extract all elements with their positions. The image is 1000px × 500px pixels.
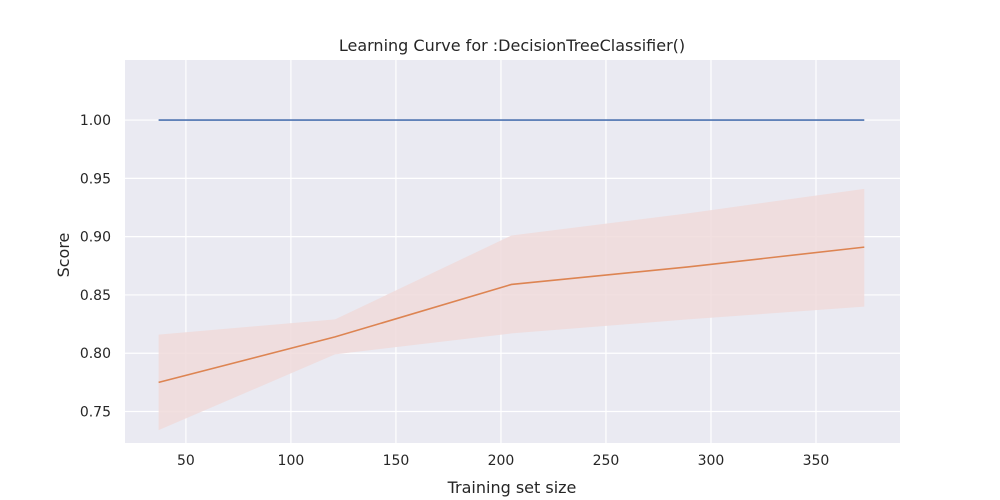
y-tick-label: 0.75 xyxy=(80,405,111,421)
x-tick-label: 50 xyxy=(177,453,195,469)
y-axis-label: Score xyxy=(54,233,73,278)
series-1-band xyxy=(158,188,865,431)
x-tick-label: 350 xyxy=(803,453,830,469)
y-tick-label: 0.95 xyxy=(80,171,111,187)
x-tick-label: 200 xyxy=(488,453,515,469)
x-tick-label: 300 xyxy=(698,453,725,469)
y-tick-label: 0.80 xyxy=(80,346,111,362)
series-1-line xyxy=(158,246,865,384)
tick-labels: 50 100 150 200 250 300 350 0.75 0.80 0.85 0.90 0.95… xyxy=(80,113,830,469)
confidence-bands xyxy=(158,188,865,431)
y-tick-label: 1.00 xyxy=(80,113,111,129)
x-axis-label: Training set size xyxy=(447,478,577,497)
x-tick-label: 150 xyxy=(383,453,410,469)
chart-title: Learning Curve for :DecisionTreeClassifi… xyxy=(339,36,685,55)
x-tick-label: 250 xyxy=(593,453,620,469)
x-tick-label: 100 xyxy=(278,453,305,469)
y-tick-label: 0.90 xyxy=(80,230,111,246)
series-lines xyxy=(158,119,865,384)
y-tick-label: 0.85 xyxy=(80,288,111,304)
